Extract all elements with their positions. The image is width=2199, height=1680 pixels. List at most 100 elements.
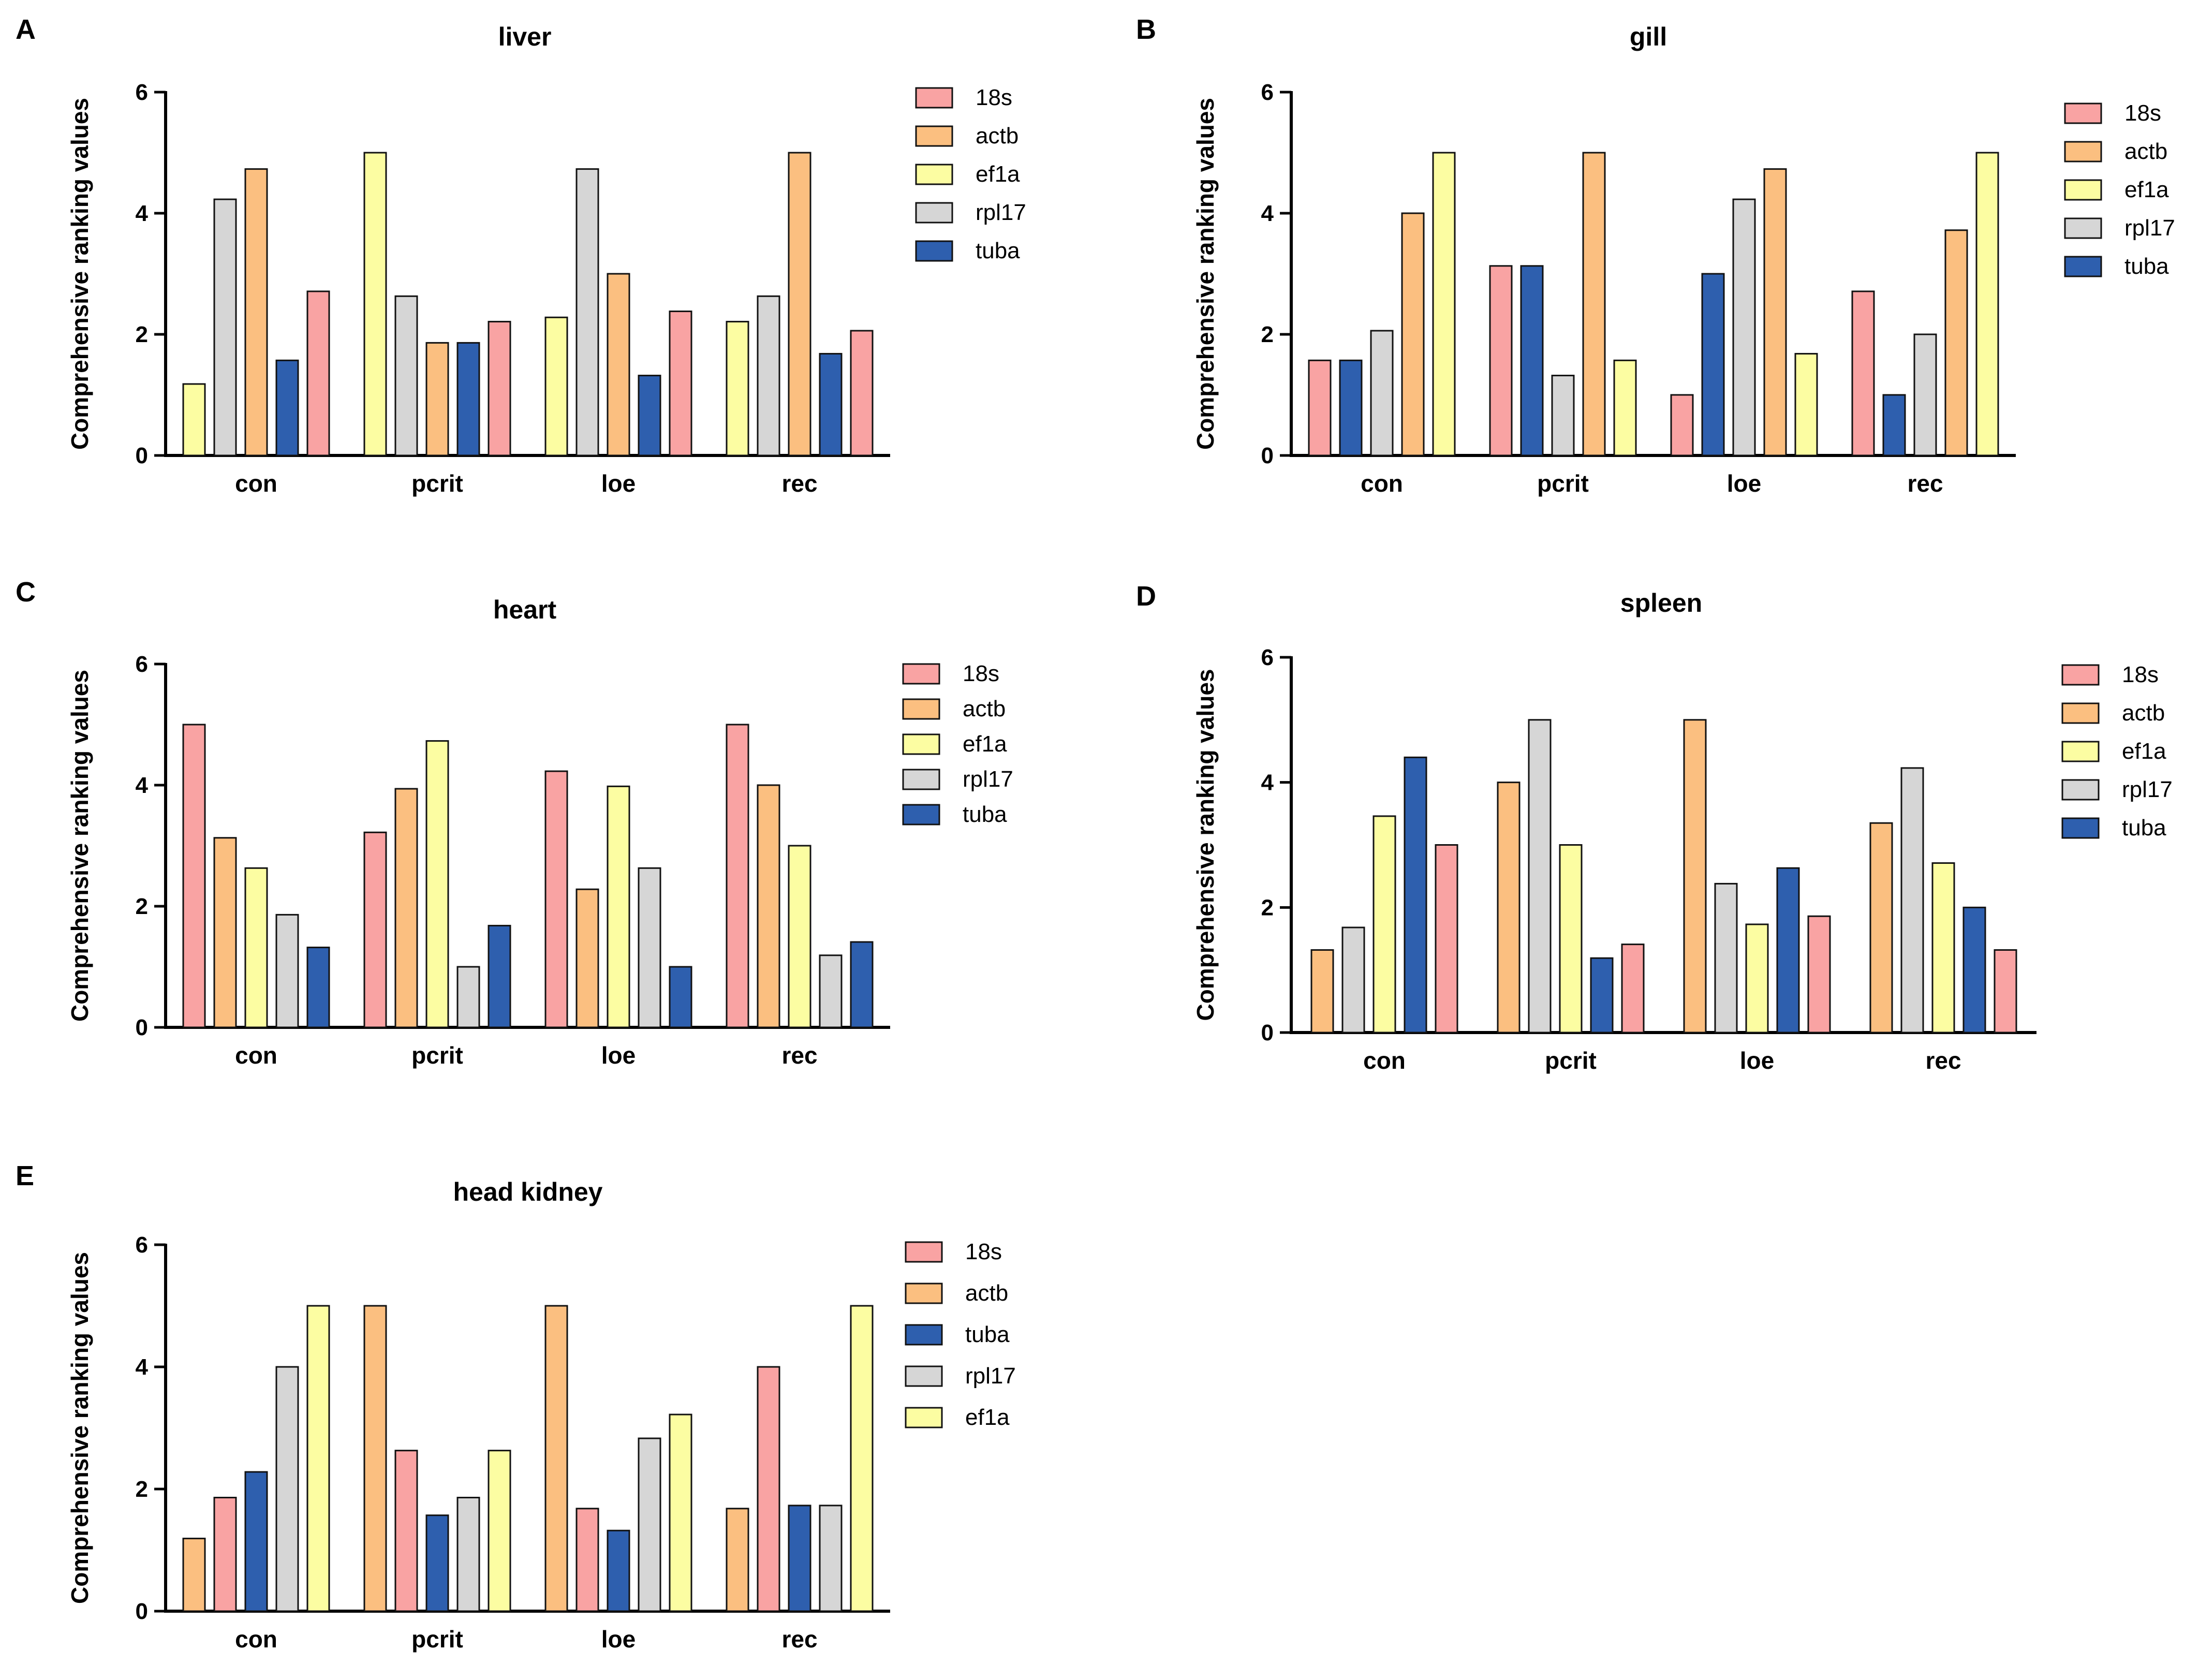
bar-actb-loe — [575, 888, 599, 1028]
legend-swatch-ef1a — [2064, 179, 2102, 201]
y-axis-label: Comprehensive ranking values — [66, 1252, 93, 1604]
bar-rpl17-pcrit — [456, 1497, 480, 1612]
y-tick-label: 2 — [136, 1477, 148, 1502]
bar-ef1a-rec — [726, 320, 749, 456]
y-tick-label: 4 — [136, 201, 149, 226]
bar-actb-pcrit — [425, 342, 449, 456]
y-tick-label: 2 — [136, 322, 148, 347]
bar-ef1a-rec — [1931, 862, 1955, 1034]
bar-actb-loe — [1763, 168, 1787, 456]
legend-label-18s: 18s — [2124, 100, 2161, 126]
bar-rpl17-rec — [819, 1505, 843, 1612]
bar-18s-pcrit — [1621, 944, 1645, 1034]
x-category-label: pcrit — [1537, 470, 1589, 497]
x-category-label: rec — [781, 1042, 817, 1069]
legend-label-rpl17: rpl17 — [963, 767, 1013, 792]
bar-18s-con — [1308, 359, 1332, 456]
x-category-label: loe — [1727, 470, 1761, 497]
legend-label-ef1a: ef1a — [965, 1405, 1010, 1430]
y-tick-label: 2 — [1261, 322, 1274, 347]
bar-actb-rec — [1869, 822, 1893, 1034]
bar-tuba-rec — [1882, 394, 1906, 456]
bar-18s-loe — [1670, 394, 1694, 456]
bar-18s-con — [306, 290, 330, 456]
bar-18s-rec — [726, 724, 749, 1028]
bar-ef1a-loe — [669, 1413, 692, 1612]
bar-tuba-rec — [1962, 906, 1986, 1034]
y-tick-label: 4 — [1261, 201, 1274, 226]
bar-rpl17-loe — [638, 1437, 661, 1612]
bar-18s-rec — [1994, 949, 2017, 1034]
chart-title: spleen — [1620, 588, 1702, 617]
bar-ef1a-con — [182, 383, 206, 456]
legend-label-rpl17: rpl17 — [976, 200, 1026, 225]
bar-tuba-rec — [850, 941, 874, 1028]
bar-actb-pcrit — [1497, 782, 1521, 1034]
y-tick-label: 6 — [136, 80, 148, 105]
bar-tuba-con — [1339, 359, 1363, 456]
legend-label-tuba: tuba — [965, 1322, 1010, 1347]
x-category-label: con — [235, 470, 277, 497]
x-category-label: pcrit — [1545, 1047, 1597, 1074]
legend-label-ef1a: ef1a — [2124, 177, 2169, 202]
bar-tuba-loe — [607, 1529, 630, 1612]
bar-actb-rec — [1944, 229, 1968, 456]
legend-swatch-rpl17 — [902, 769, 940, 790]
bar-18s-rec — [850, 330, 874, 456]
bar-18s-con — [213, 1497, 237, 1612]
legend-swatch-18s — [905, 1241, 943, 1263]
x-category-label: rec — [1907, 470, 1943, 497]
bar-18s-con — [182, 724, 206, 1028]
bar-18s-pcrit — [394, 1450, 418, 1612]
legend-label-actb: actb — [963, 696, 1006, 721]
y-tick-label: 4 — [1261, 770, 1274, 795]
bar-rpl17-rec — [1900, 767, 1924, 1034]
panel-letter: C — [16, 577, 36, 608]
bar-ef1a-pcrit — [1613, 359, 1637, 456]
legend-label-18s: 18s — [965, 1239, 1002, 1264]
legend-swatch-actb — [915, 125, 953, 147]
bar-ef1a-con — [1432, 152, 1456, 456]
bar-tuba-con — [1404, 756, 1427, 1034]
bar-rpl17-con — [1341, 926, 1365, 1034]
bar-ef1a-pcrit — [425, 740, 449, 1028]
legend-label-actb: actb — [2122, 700, 2165, 726]
bar-ef1a-pcrit — [1559, 844, 1583, 1034]
bar-rpl17-pcrit — [1551, 375, 1575, 456]
bar-rpl17-con — [275, 913, 299, 1028]
x-category-label: loe — [601, 470, 636, 497]
y-axis-label: Comprehensive ranking values — [66, 670, 93, 1022]
bar-actb-pcrit — [1582, 152, 1606, 456]
bar-18s-loe — [575, 1508, 599, 1612]
bar-tuba-loe — [669, 966, 692, 1028]
panel-letter: E — [16, 1160, 34, 1191]
legend-swatch-actb — [905, 1283, 943, 1304]
legend-swatch-actb — [2064, 141, 2102, 163]
legend-swatch-18s — [2064, 102, 2102, 124]
x-category-label: pcrit — [411, 470, 463, 497]
bar-tuba-rec — [819, 352, 843, 456]
y-axis-label: Comprehensive ranking values — [66, 98, 93, 450]
bar-tuba-pcrit — [425, 1514, 449, 1612]
legend-label-ef1a: ef1a — [963, 731, 1007, 757]
legend-label-tuba: tuba — [976, 238, 1020, 263]
x-category-label: loe — [601, 1042, 636, 1069]
legend-swatch-18s — [2061, 664, 2100, 686]
chart-title: heart — [493, 595, 557, 624]
legend-label-actb: actb — [965, 1280, 1008, 1306]
x-category-label: con — [1363, 1047, 1406, 1074]
bar-rpl17-loe — [638, 867, 661, 1028]
bar-18s-pcrit — [363, 831, 387, 1028]
bar-rpl17-con — [275, 1366, 299, 1612]
legend-swatch-tuba — [2064, 256, 2102, 277]
bar-actb-pcrit — [394, 788, 418, 1028]
legend-swatch-rpl17 — [2061, 779, 2100, 801]
bar-ef1a-loe — [544, 316, 568, 456]
legend-label-18s: 18s — [2122, 662, 2159, 687]
legend-label-actb: actb — [976, 123, 1019, 149]
bar-rpl17-pcrit — [456, 966, 480, 1028]
bar-ef1a-loe — [607, 785, 630, 1028]
